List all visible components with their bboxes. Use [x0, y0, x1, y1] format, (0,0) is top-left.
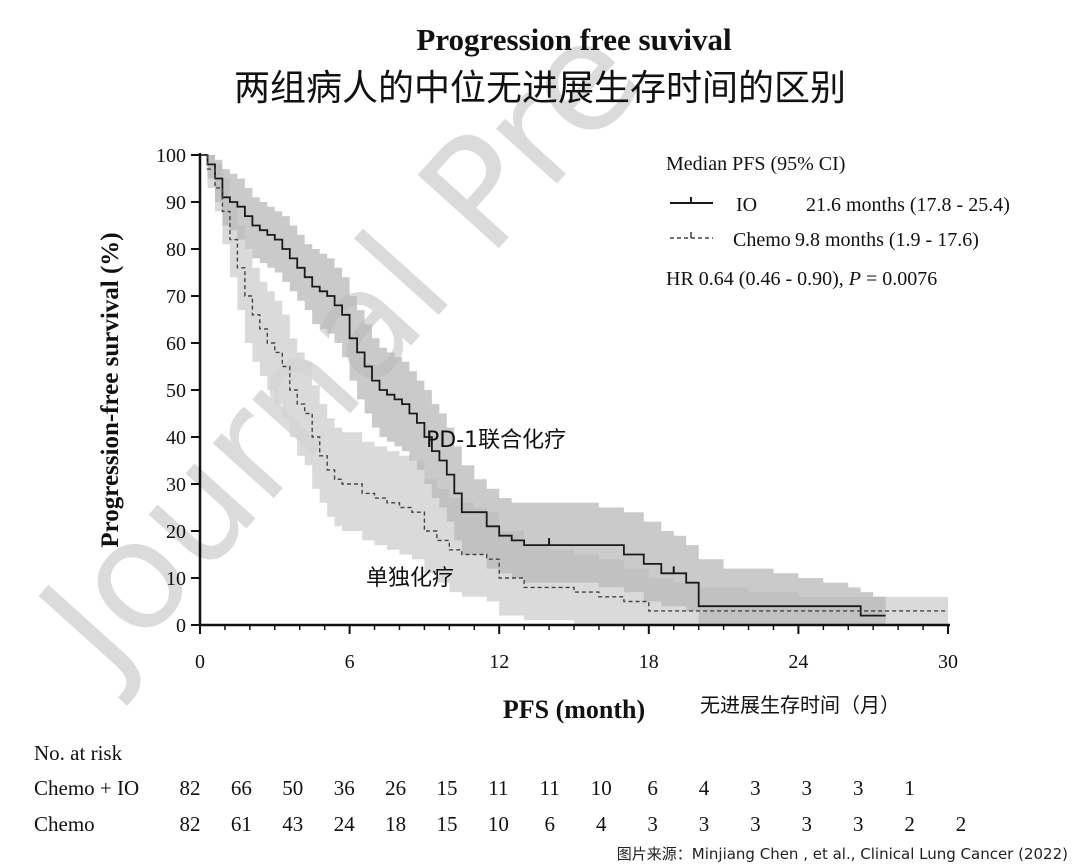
axes: 0 6 12 18 24 30 0 10 20 30 40 50 60 70 80 90 100	[156, 145, 958, 673]
risk-value: 6	[647, 776, 658, 800]
risk-value: 3	[853, 776, 864, 800]
risk-value: 15	[437, 776, 458, 800]
ci-bands	[200, 155, 948, 625]
risk-value: 15	[437, 812, 458, 836]
risk-row-label-io: Chemo + IO	[34, 776, 139, 800]
survival-lines	[200, 154, 948, 617]
y-tick-label: 90	[166, 192, 186, 214]
risk-value: 4	[596, 812, 607, 836]
risk-row-label-chemo: Chemo	[34, 812, 95, 836]
risk-table-heading: No. at risk	[34, 741, 123, 765]
x-tick-label: 6	[345, 651, 355, 673]
x-tick-label: 24	[788, 651, 808, 673]
risk-value: 82	[180, 776, 201, 800]
risk-value: 10	[488, 812, 509, 836]
legend-chemo-label: Chemo	[733, 229, 791, 251]
risk-value: 4	[699, 776, 710, 800]
y-tick-label: 80	[166, 239, 186, 261]
risk-value: 2	[956, 812, 967, 836]
ci-band-io	[200, 155, 886, 625]
legend-chemo-value: 9.8 months (1.9 - 17.6)	[795, 229, 979, 251]
risk-value: 61	[231, 812, 252, 836]
risk-value: 10	[591, 776, 612, 800]
legend-p-label: P	[848, 268, 861, 290]
risk-value: 2	[904, 812, 915, 836]
risk-value: 50	[282, 776, 303, 800]
legend-hr-text: HR 0.64 (0.46 - 0.90),	[666, 268, 849, 290]
x-axis-label: PFS (month)	[503, 695, 645, 724]
x-tick-label: 0	[195, 651, 205, 673]
ci-band-chemo	[200, 155, 948, 625]
legend-io-label: IO	[736, 194, 757, 216]
y-tick-label: 70	[166, 286, 186, 308]
risk-value: 36	[334, 776, 355, 800]
y-tick-label: 30	[166, 474, 186, 496]
risk-table-values: 82 66 50 36 26 15 11 11 10 6 4 3 3 3 182 61 43 24 18 15 10 6 4…	[180, 776, 967, 836]
risk-value: 3	[802, 776, 813, 800]
legend-io-value: 21.6 months (17.8 - 25.4)	[806, 194, 1010, 216]
chart-subtitle: 两组病人的中位无进展生存时间的区别	[234, 68, 846, 109]
risk-value: 6	[545, 812, 556, 836]
chemo-curve-annotation: 单独化疗	[366, 566, 454, 591]
risk-value: 18	[385, 812, 406, 836]
risk-value: 66	[231, 776, 252, 800]
y-axis-label: Progression-free survival (%)	[97, 232, 124, 547]
x-axis-label-note: 无进展生存时间（月）	[700, 693, 900, 717]
y-tick-label: 100	[156, 145, 186, 167]
survival-line-io	[200, 154, 886, 617]
y-tick-label: 20	[166, 521, 186, 543]
x-tick-label: 12	[489, 651, 509, 673]
legend-p-value: = 0.0076	[861, 268, 937, 290]
risk-value: 26	[385, 776, 406, 800]
risk-value: 82	[180, 812, 201, 836]
risk-value: 43	[282, 812, 303, 836]
risk-value: 11	[488, 776, 508, 800]
risk-value: 3	[853, 812, 864, 836]
legend-hr: HR 0.64 (0.46 - 0.90), P = 0.0076	[666, 268, 937, 290]
legend-heading: Median PFS (95% CI)	[666, 153, 845, 175]
chart-title: Progression free suvival	[416, 22, 732, 57]
survival-line-chemo	[200, 154, 948, 612]
x-tick-label: 18	[639, 651, 659, 673]
risk-value: 3	[750, 812, 761, 836]
risk-value: 1	[904, 776, 915, 800]
y-tick-label: 50	[166, 380, 186, 402]
io-curve-annotation: PD-1联合化疗	[426, 428, 566, 453]
y-tick-label: 60	[166, 333, 186, 355]
risk-value: 3	[647, 812, 658, 836]
y-tick-label: 40	[166, 427, 186, 449]
risk-value: 3	[802, 812, 813, 836]
risk-value: 3	[750, 776, 761, 800]
x-tick-label: 30	[938, 651, 958, 673]
y-tick-label: 10	[166, 568, 186, 590]
y-tick-label: 0	[176, 615, 186, 637]
risk-value: 11	[540, 776, 560, 800]
source-citation: 图片来源：Minjiang Chen , et al., Clinical Lu…	[617, 845, 1068, 863]
risk-value: 24	[334, 812, 356, 836]
legend: Median PFS (95% CI) IO 21.6 months (17.8…	[666, 153, 1010, 290]
risk-value: 3	[699, 812, 710, 836]
